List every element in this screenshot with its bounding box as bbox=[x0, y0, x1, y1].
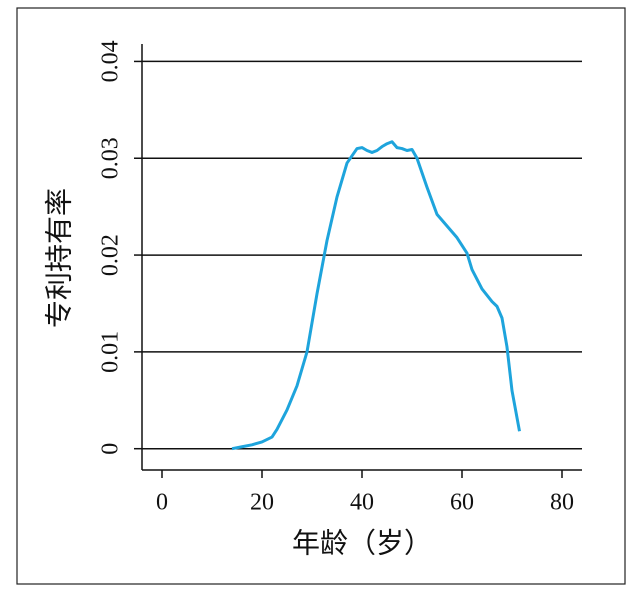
x-tick-label: 80 bbox=[550, 490, 574, 516]
y-axis-label: 专利持有率 bbox=[43, 188, 75, 328]
y-tick-label: 0.01 bbox=[98, 331, 124, 373]
data-line bbox=[231, 140, 521, 451]
y-tick-label: 0.03 bbox=[98, 137, 124, 179]
y-tick-label: 0.02 bbox=[98, 234, 124, 276]
x-tick-label: 20 bbox=[250, 490, 274, 516]
frame bbox=[16, 7, 626, 585]
y-tick-label: 0 bbox=[98, 443, 124, 455]
x-tick-label: 40 bbox=[350, 490, 374, 516]
x-tick-label: 60 bbox=[450, 490, 474, 516]
x-axis-label: 年龄（岁） bbox=[292, 527, 432, 559]
x-tick-label: 0 bbox=[156, 490, 168, 516]
y-tick-label: 0.04 bbox=[98, 40, 124, 82]
